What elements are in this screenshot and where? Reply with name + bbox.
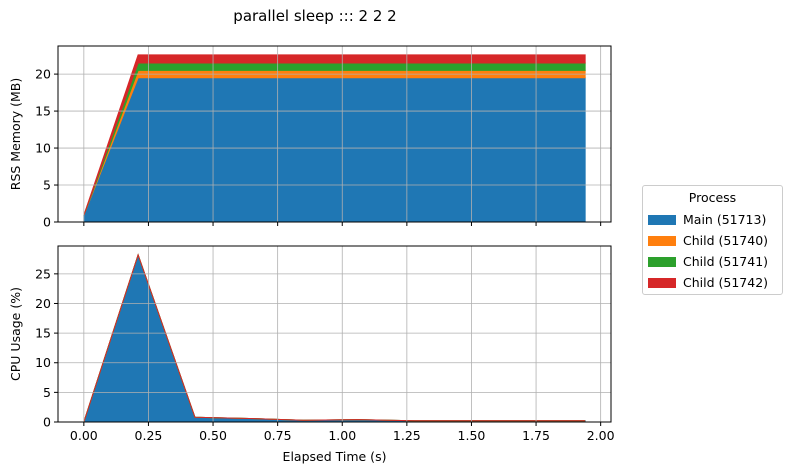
memory-panel: 0 5 10 15 20 RSS Memory (MB) — [8, 45, 612, 230]
y-axis-label: RSS Memory (MB) — [8, 78, 23, 190]
axes-frame — [57, 45, 612, 223]
y-tick-label-1: 5 — [43, 385, 51, 400]
y-tick-label-0: 0 — [43, 215, 51, 230]
legend-swatch-child-51742 — [648, 277, 676, 288]
legend-title: Process — [688, 190, 737, 205]
legend-label-child-51740: Child (51740) — [683, 233, 769, 248]
area-series-3 — [83, 54, 586, 216]
legend-swatch-main — [648, 214, 676, 225]
legend: Process Main (51713) Child (51740) Child… — [642, 185, 783, 295]
cpu-panel: 0 5 10 15 20 25 0.00 0.25 0.50 0.75 1.00 1.25 1.50 1.… — [8, 245, 615, 464]
x-tick-label-4: 1.00 — [328, 428, 356, 443]
legend-item-child-51740: Child (51740) — [643, 230, 782, 251]
legend-label-child-51742: Child (51742) — [683, 275, 769, 290]
x-tick-label-7: 1.75 — [522, 428, 550, 443]
y-tick-label-3: 15 — [35, 326, 51, 341]
y-tick-label-3: 15 — [35, 104, 51, 119]
x-tick-label-5: 1.25 — [393, 428, 421, 443]
area-series-3 — [83, 253, 586, 423]
area-series-0 — [83, 253, 586, 423]
y-tick-label-0: 0 — [43, 415, 51, 430]
x-tick-label-3: 0.75 — [264, 428, 292, 443]
x-tick-label-0: 0.00 — [70, 428, 98, 443]
legend-label-main: Main (51713) — [683, 212, 767, 227]
y-tick-label-1: 5 — [43, 178, 51, 193]
legend-item-child-51741: Child (51741) — [643, 251, 782, 272]
axes-frame — [57, 245, 612, 423]
legend-label-child-51741: Child (51741) — [683, 254, 769, 269]
y-tick-label-5: 25 — [35, 266, 51, 281]
x-axis-label: Elapsed Time (s) — [283, 449, 387, 464]
legend-swatch-child-51740 — [648, 235, 676, 246]
legend-item-child-51742: Child (51742) — [643, 272, 782, 293]
y-tick-label-4: 20 — [35, 296, 51, 311]
chart-title: parallel sleep ::: 2 2 2 — [233, 7, 397, 25]
x-tick-label-8: 2.00 — [587, 428, 615, 443]
legend-item-main: Main (51713) — [643, 209, 782, 230]
y-tick-label-2: 10 — [35, 141, 51, 156]
x-tick-label-2: 0.50 — [199, 428, 227, 443]
area-series-0 — [83, 77, 586, 223]
x-tick-label-1: 0.25 — [135, 428, 163, 443]
x-tick-label-6: 1.50 — [458, 428, 486, 443]
y-tick-label-4: 20 — [35, 67, 51, 82]
legend-swatch-child-51741 — [648, 256, 676, 267]
y-tick-label-2: 10 — [35, 355, 51, 370]
y-axis-label: CPU Usage (%) — [8, 287, 23, 381]
